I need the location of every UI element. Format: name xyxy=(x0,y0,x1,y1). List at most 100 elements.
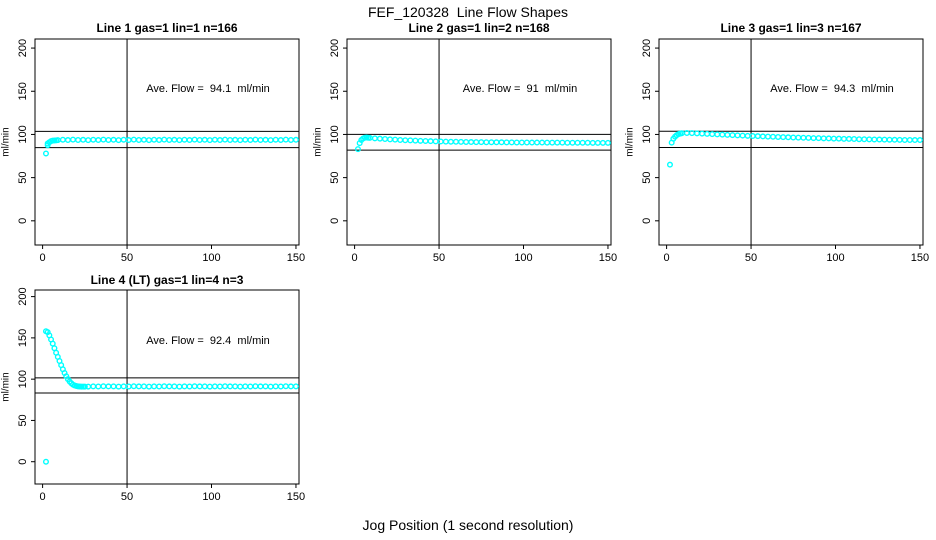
data-point xyxy=(503,139,510,146)
data-point xyxy=(110,136,117,143)
data-point xyxy=(840,135,847,142)
ave-flow-annotation: Ave. Flow = 91 ml/min xyxy=(462,83,578,95)
data-point xyxy=(442,138,449,145)
y-axis-label: ml/min xyxy=(0,372,12,402)
data-point xyxy=(85,137,92,144)
data-point xyxy=(513,139,520,146)
data-point xyxy=(780,134,787,141)
data-point xyxy=(222,383,229,390)
data-point xyxy=(709,131,716,138)
data-point xyxy=(815,135,822,142)
data-point xyxy=(861,136,868,143)
data-point xyxy=(754,133,761,140)
data-point xyxy=(95,137,102,144)
data-point xyxy=(287,383,294,390)
data-point xyxy=(64,137,71,144)
y-tick-label: 150 xyxy=(641,82,653,100)
data-point xyxy=(267,137,274,144)
panel-title: Line 1 gas=1 lin=1 n=166 xyxy=(96,21,238,35)
data-point xyxy=(196,136,203,143)
data-point xyxy=(292,136,299,143)
data-point xyxy=(382,136,389,143)
y-tick-label: 150 xyxy=(17,329,29,347)
data-point xyxy=(478,139,485,146)
data-point xyxy=(272,383,279,390)
data-point xyxy=(191,383,198,390)
x-tick-label: 100 xyxy=(514,252,532,264)
data-point xyxy=(146,383,153,390)
data-point xyxy=(277,383,284,390)
data-point xyxy=(242,383,249,390)
data-point xyxy=(392,136,399,143)
data-point xyxy=(666,161,673,168)
data-point xyxy=(186,137,193,144)
data-point xyxy=(257,383,264,390)
data-point xyxy=(75,136,82,143)
data-point xyxy=(206,137,213,144)
data-point xyxy=(110,383,117,390)
data-point xyxy=(589,139,596,146)
data-point xyxy=(371,135,378,142)
data-point xyxy=(130,383,137,390)
data-point xyxy=(156,383,163,390)
data-point xyxy=(232,383,239,390)
data-point xyxy=(830,135,837,142)
data-point xyxy=(227,383,234,390)
data-point xyxy=(584,139,591,146)
plot-box xyxy=(34,38,300,246)
data-point xyxy=(473,139,480,146)
data-point xyxy=(115,137,122,144)
data-point xyxy=(70,136,77,143)
data-point xyxy=(911,137,918,144)
x-tick-label: 150 xyxy=(599,252,617,264)
data-point xyxy=(130,136,137,143)
data-point xyxy=(140,136,147,143)
plot-box xyxy=(658,38,924,246)
y-tick-label: 200 xyxy=(641,39,653,57)
y-tick-label: 100 xyxy=(641,125,653,143)
data-point xyxy=(282,136,289,143)
panel-line-1: 0 50 100 150 0 50 100 150 200 Line 1 gas=1 lin=1… xyxy=(0,18,312,268)
data-point xyxy=(81,383,88,390)
data-point xyxy=(267,383,274,390)
data-point xyxy=(569,139,576,146)
data-point xyxy=(166,383,173,390)
data-point xyxy=(856,136,863,143)
data-point xyxy=(851,136,858,143)
data-point xyxy=(458,138,465,145)
data-point xyxy=(437,138,444,145)
data-point xyxy=(161,383,168,390)
data-point xyxy=(417,137,424,144)
x-tick-label: 0 xyxy=(40,252,46,264)
data-point xyxy=(95,383,102,390)
panel-title: Line 4 (LT) gas=1 lin=4 n=3 xyxy=(90,273,244,287)
data-point xyxy=(825,135,832,142)
data-point xyxy=(452,138,459,145)
data-point xyxy=(166,136,173,143)
data-point xyxy=(397,136,404,143)
data-point xyxy=(759,133,766,140)
data-point xyxy=(237,383,244,390)
plot-area: 0 50 100 150 0 50 100 150 200 xyxy=(17,38,305,264)
x-tick-label: 50 xyxy=(745,252,757,264)
data-point xyxy=(539,139,546,146)
data-point xyxy=(785,134,792,141)
data-point xyxy=(201,383,208,390)
data-point xyxy=(871,136,878,143)
y-tick-label: 0 xyxy=(17,218,29,224)
data-point xyxy=(242,136,249,143)
data-point xyxy=(744,132,751,139)
data-point xyxy=(714,131,721,138)
data-point xyxy=(604,139,611,146)
data-point xyxy=(120,136,127,143)
ave-flow-annotation: Ave. Flow = 92.4 ml/min xyxy=(146,335,270,347)
data-point xyxy=(694,130,701,137)
data-point xyxy=(272,136,279,143)
data-point xyxy=(447,138,454,145)
data-point xyxy=(171,383,178,390)
data-point xyxy=(468,139,475,146)
data-point xyxy=(579,139,586,146)
data-point xyxy=(559,139,566,146)
data-point xyxy=(901,136,908,143)
y-tick-label: 50 xyxy=(641,172,653,184)
